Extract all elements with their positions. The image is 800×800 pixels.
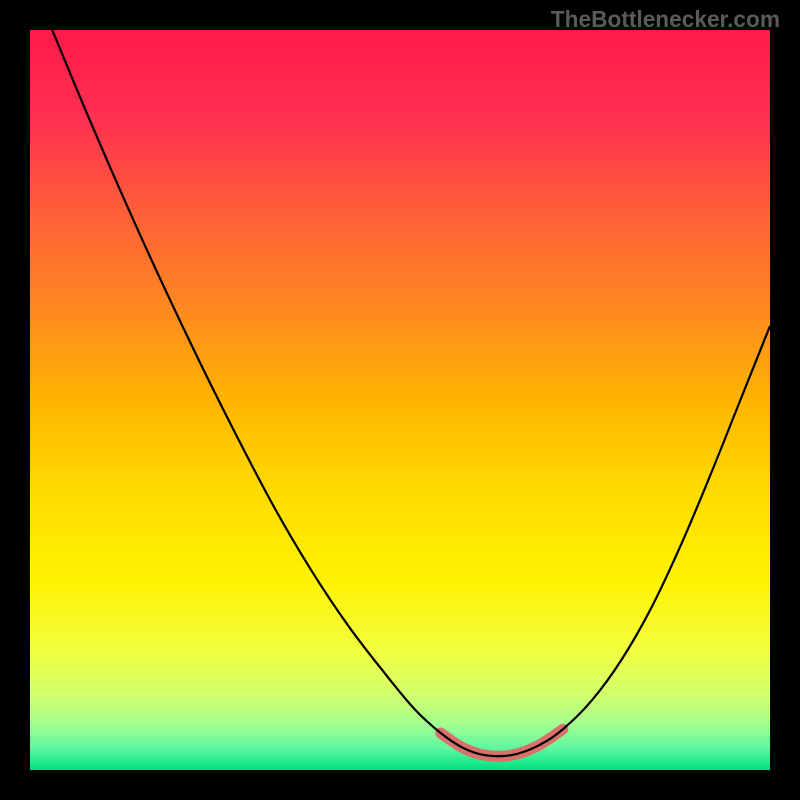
plot-background xyxy=(30,30,770,770)
chart-svg xyxy=(0,0,800,800)
bottleneck-chart: TheBottlenecker.com xyxy=(0,0,800,800)
